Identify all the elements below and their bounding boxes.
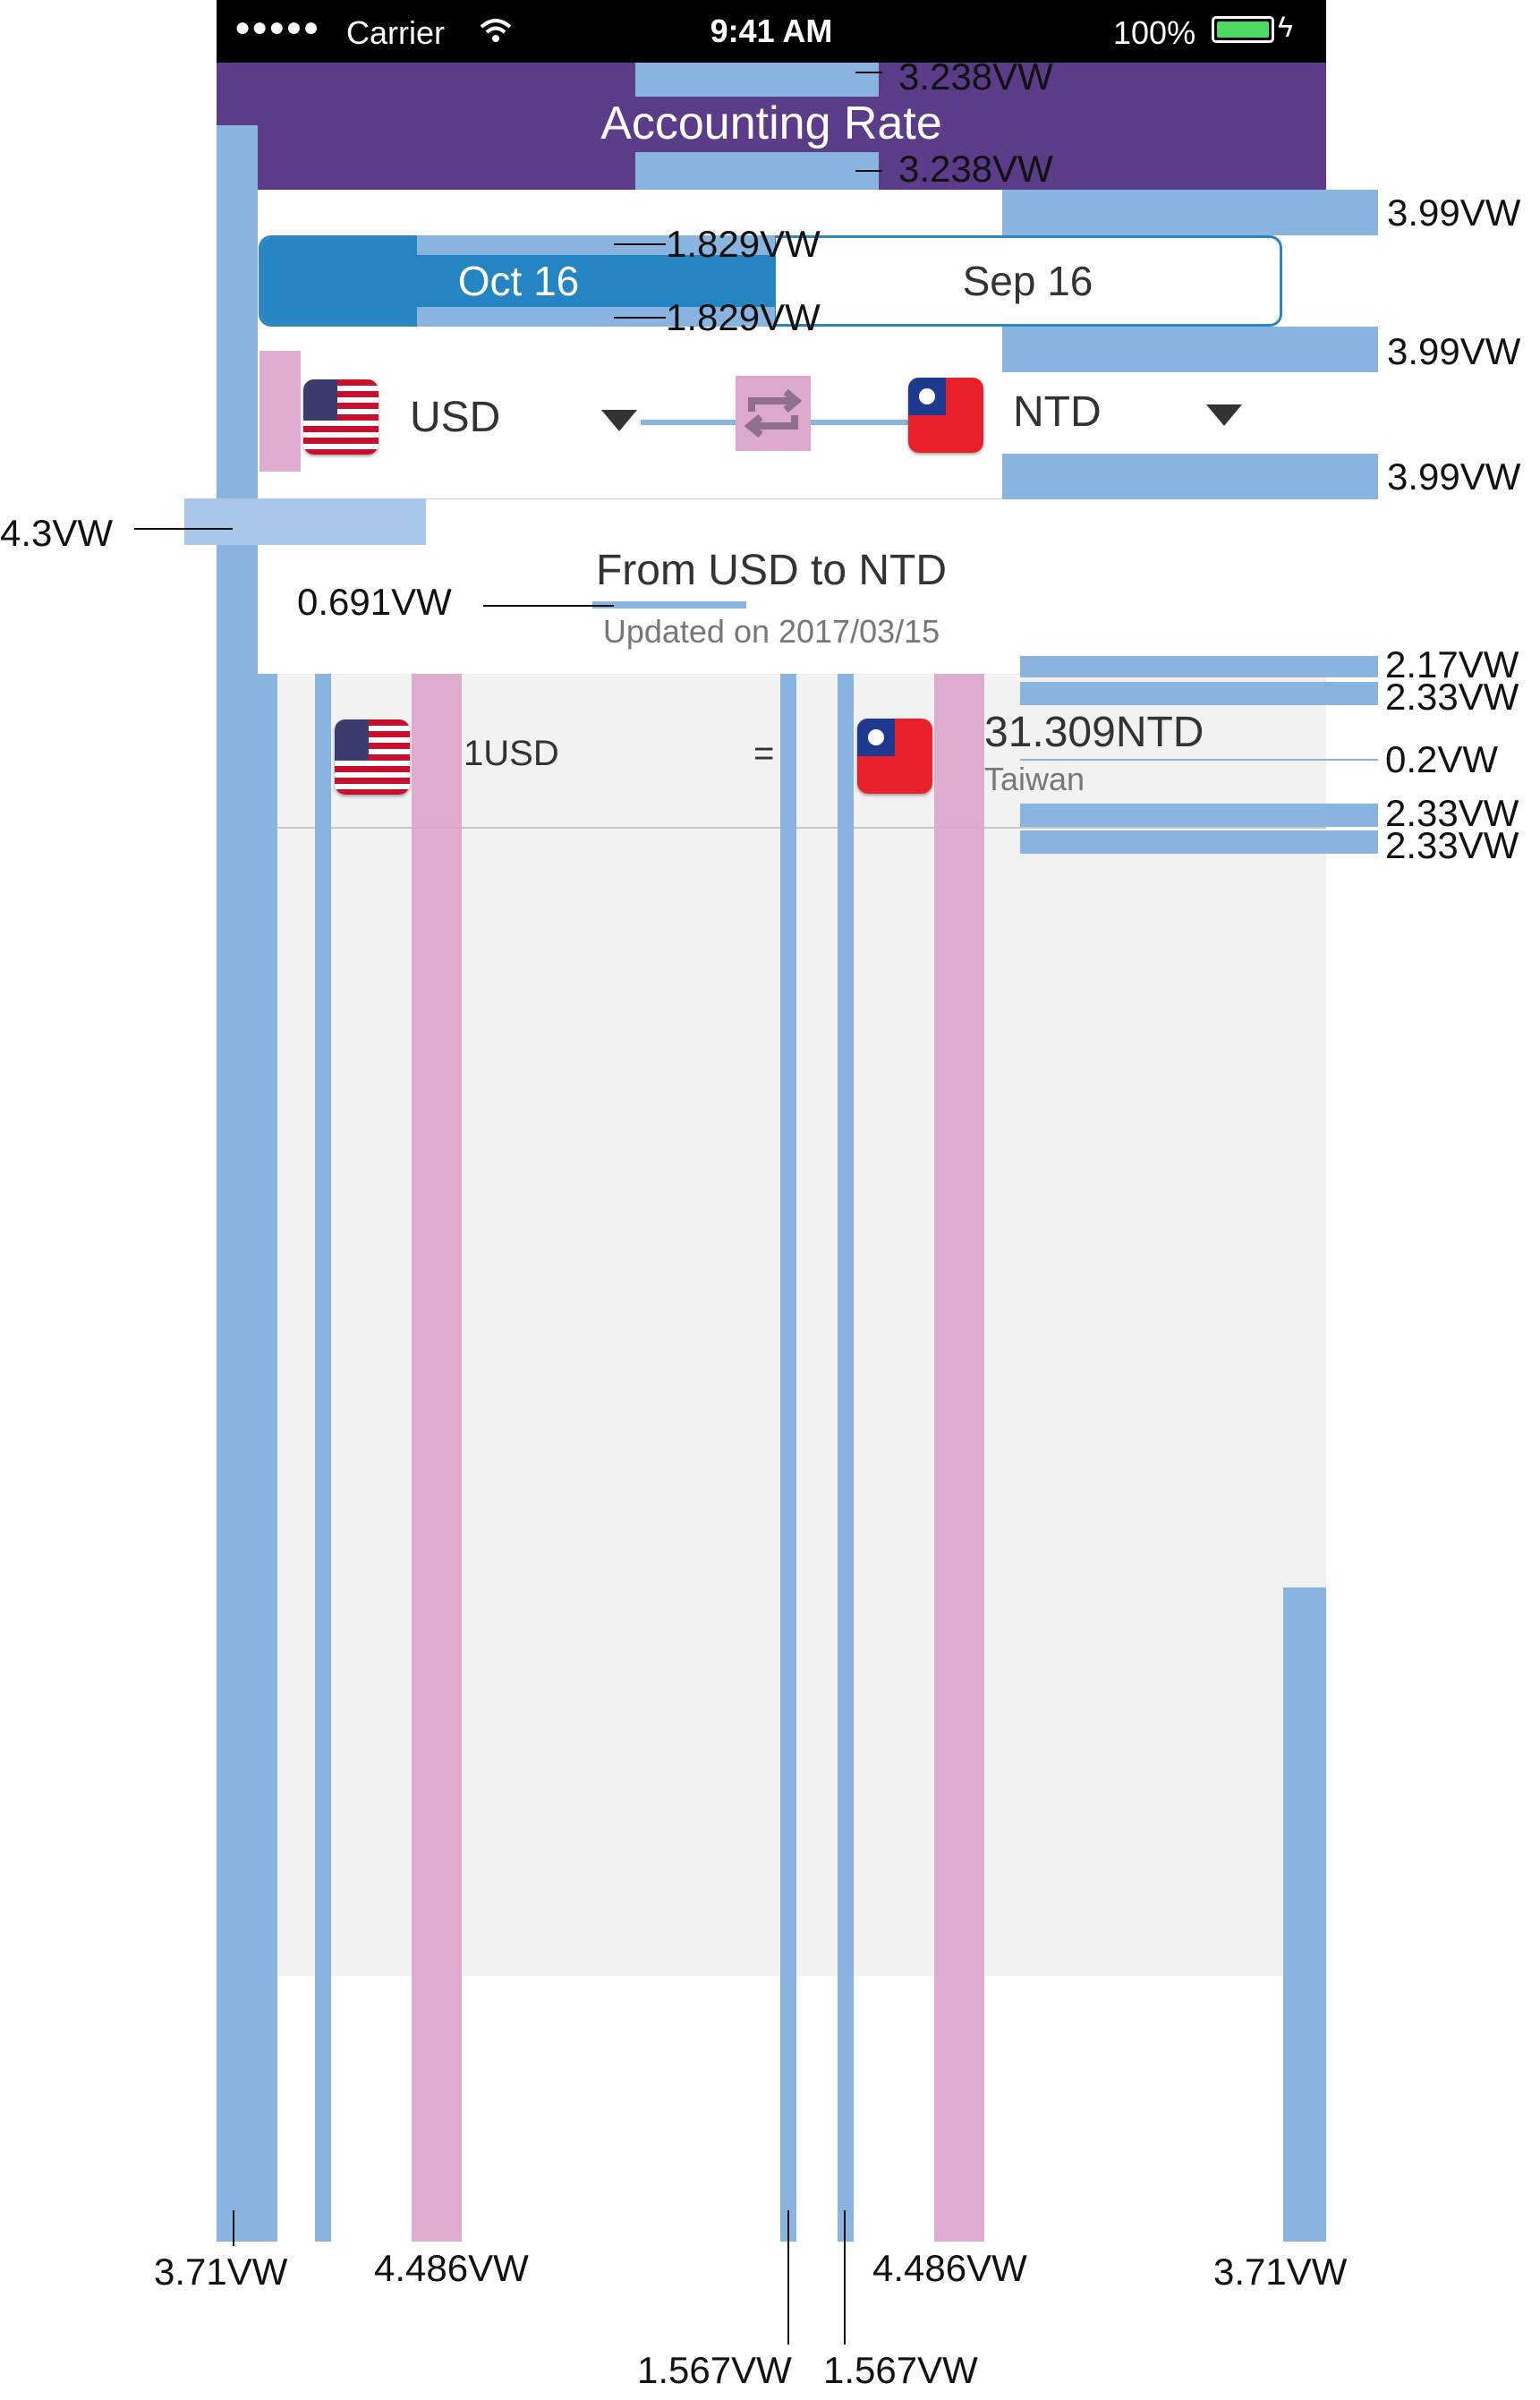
battery-icon	[1212, 16, 1274, 43]
guide-row-1	[1020, 656, 1378, 677]
guide-col-margin-right	[1283, 1587, 1326, 2242]
swap-icon	[744, 388, 803, 438]
guide-col-gap-1	[780, 674, 796, 2242]
swap-button[interactable]	[736, 376, 811, 451]
annotation-bottom-right: 3.71VW	[1213, 2251, 1348, 2293]
annotation-nav-top: 3.238VW	[898, 55, 1053, 98]
row-country: Taiwan	[984, 761, 1085, 797]
annotation-right-3: 3.99VW	[1387, 455, 1521, 498]
guide-right-1	[1002, 190, 1378, 235]
tab-sep-16[interactable]: Sep 16	[962, 258, 1093, 304]
battery-percent: 100%	[1113, 14, 1196, 51]
guide-seg-bottom	[417, 307, 775, 327]
annotation-row-3: 2.33VW	[1385, 792, 1519, 834]
annotation-row-mid: 0.2VW	[1385, 738, 1499, 780]
leader-bottom-gap-1	[787, 2210, 789, 2345]
guide-col-margin-left	[242, 674, 277, 2242]
guide-left-4-3	[184, 498, 426, 545]
status-bar: ●●●●● Carrier 9:41 AM 100% ϟ	[217, 0, 1326, 63]
annotation-bottom-left: 3.71VW	[154, 2251, 288, 2293]
guide-col-flag-right	[934, 674, 984, 2242]
guide-header-gap	[592, 601, 746, 609]
row-equals: =	[753, 734, 775, 773]
guide-row-mid	[1020, 759, 1378, 761]
annotation-bottom-flag-left: 4.486VW	[374, 2247, 529, 2289]
wifi-icon	[480, 19, 512, 42]
guide-row-2	[1020, 682, 1378, 705]
row-result: 31.309NTD	[984, 709, 1204, 756]
guide-nav-bottom	[635, 152, 879, 190]
annotation-row-2: 2.33VW	[1385, 676, 1519, 718]
section-title: From USD to NTD	[595, 547, 947, 594]
annotation-bottom-gap-2: 1.567VW	[823, 2349, 978, 2391]
to-chevron-down-icon[interactable]	[1206, 404, 1242, 426]
clock: 9:41 AM	[710, 13, 833, 49]
annotation-left-pad: 4.3VW	[0, 512, 114, 554]
annotation-right-2: 3.99VW	[1387, 330, 1521, 372]
annotation-bottom-flag-right: 4.486VW	[872, 2247, 1027, 2289]
annotation-header-gap: 0.691VW	[297, 581, 452, 623]
page-title: Accounting Rate	[600, 98, 942, 149]
leader-seg-bottom	[614, 317, 666, 319]
signal-dots-icon: ●●●●●	[234, 13, 320, 42]
guide-right-2	[1002, 327, 1378, 372]
updated-date: Updated on 2017/03/15	[602, 613, 940, 650]
guide-seg-top	[417, 235, 775, 255]
carrier-label: Carrier	[346, 14, 446, 51]
annotation-seg-top: 1.829VW	[666, 223, 821, 265]
annotation-row-1: 2.17VW	[1385, 643, 1519, 685]
from-currency-label[interactable]: USD	[410, 394, 501, 441]
leader-nav-bottom	[855, 170, 882, 172]
guide-nav-top	[635, 63, 879, 97]
row-amount: 1USD	[464, 734, 559, 773]
annotation-right-1: 3.99VW	[1387, 191, 1521, 234]
leader-header-gap	[483, 605, 614, 607]
guide-col-gap-2	[838, 674, 854, 2242]
leader-nav-top	[855, 72, 882, 73]
charging-icon: ϟ	[1278, 11, 1293, 43]
guide-right-3	[1002, 454, 1378, 499]
tw-flag-icon	[908, 378, 983, 453]
guide-row-4	[1020, 830, 1378, 854]
leader-seg-top	[614, 243, 666, 245]
annotation-seg-bottom: 1.829VW	[666, 296, 821, 338]
leader-left-4-3	[134, 528, 233, 530]
leader-bottom-left	[233, 2210, 234, 2246]
guide-col-flag-pad	[315, 674, 331, 2242]
to-currency-label[interactable]: NTD	[1013, 388, 1102, 436]
annotation-row-4: 2.33VW	[1385, 824, 1519, 866]
annotation-bottom-gap-1: 1.567VW	[637, 2349, 792, 2391]
guide-row-3	[1020, 804, 1378, 827]
guide-left-pad	[260, 351, 301, 472]
guide-col-flag-left	[412, 674, 462, 2242]
row-tw-flag-icon	[857, 719, 932, 794]
leader-bottom-gap-2	[844, 2210, 846, 2345]
row-divider	[274, 827, 1326, 829]
from-chevron-down-icon[interactable]	[601, 410, 637, 431]
us-flag-icon	[303, 379, 379, 455]
annotation-nav-bottom: 3.238VW	[898, 148, 1053, 190]
row-us-flag-icon	[335, 719, 410, 795]
